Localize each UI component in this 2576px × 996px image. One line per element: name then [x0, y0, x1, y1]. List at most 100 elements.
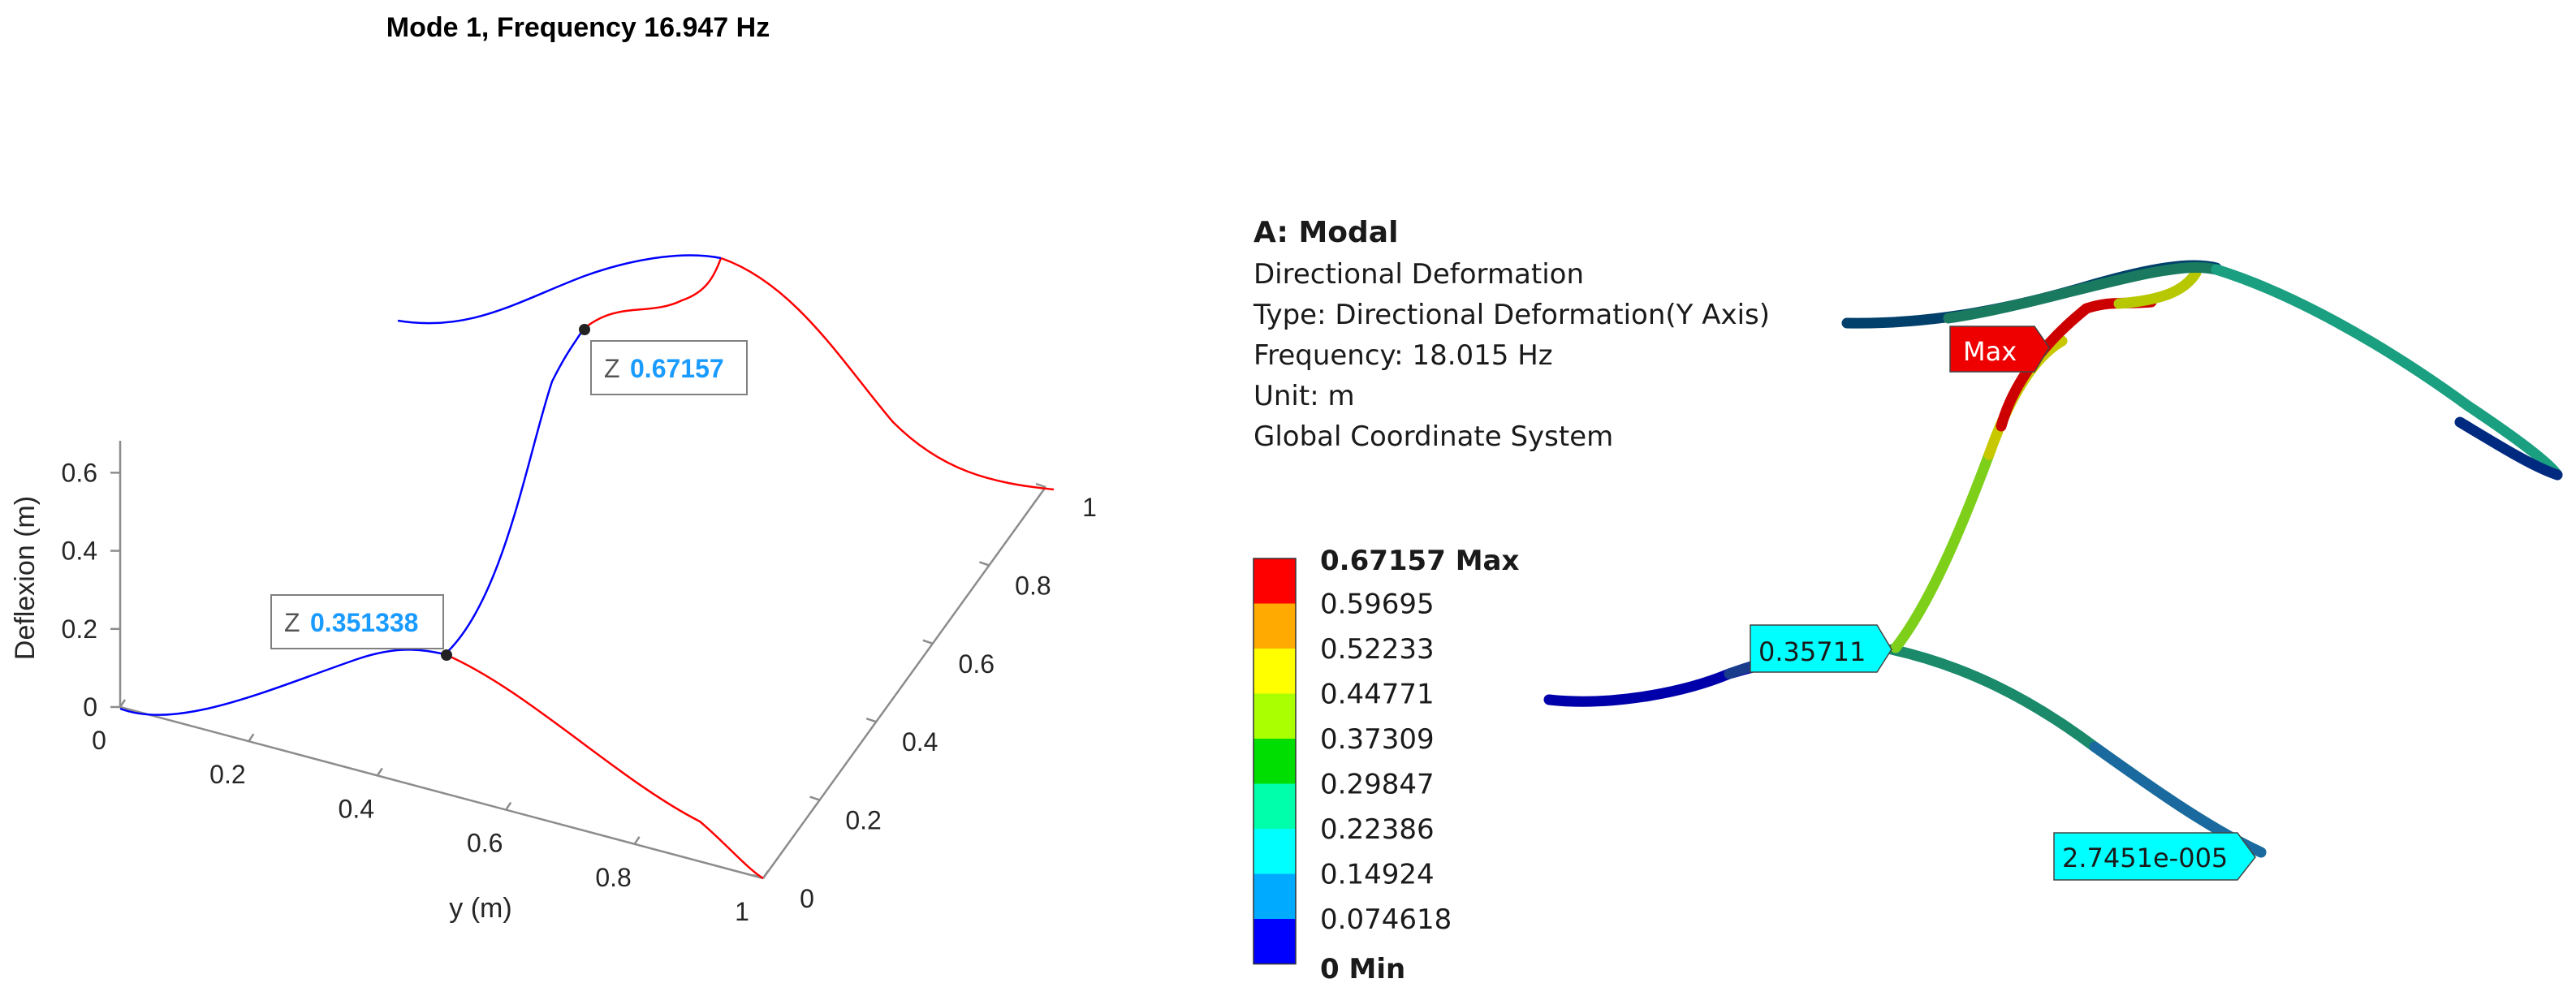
beam-upper-junction — [2113, 267, 2202, 309]
chart-title: Mode 1, Frequency 16.947 Hz — [386, 12, 770, 43]
x-tick-label: 0.8 — [1015, 571, 1051, 600]
y-tick-label: 0 — [92, 726, 106, 755]
probe-tag — [2053, 832, 2256, 881]
info-line: Frequency: 18.015 Hz — [1253, 339, 1553, 372]
beam-upper-right-end — [2454, 416, 2563, 481]
axes-box — [119, 441, 1047, 880]
legend-swatch — [1253, 919, 1296, 964]
legend-min-label: 0 Min — [1320, 953, 1405, 985]
y-tick-label: 1 — [735, 897, 749, 926]
z-tick-label: 0.2 — [62, 614, 97, 644]
y-tick-label: 0.2 — [209, 760, 245, 789]
y-tick-label: 0.6 — [467, 829, 503, 858]
x-axis-ticks: 0 0.2 0.4 0.6 0.8 1 — [753, 482, 1097, 913]
legend-level-label: 0.074618 — [1320, 903, 1452, 936]
legend-max-label: 0.67157 Max — [1320, 545, 1519, 577]
legend-level-label: 0.52233 — [1320, 633, 1435, 666]
legend-swatch — [1253, 693, 1296, 739]
x-tick — [865, 718, 877, 723]
probe-label: 0.35711 — [1758, 636, 1866, 667]
series-lower-beam-left — [119, 649, 446, 716]
x-tick — [1035, 482, 1046, 489]
probe-label: 2.7451e-005 — [2062, 843, 2228, 873]
z-tick-label: 0.6 — [62, 458, 97, 487]
series-upper-beam-left — [397, 254, 722, 325]
x-tick — [809, 796, 820, 801]
x-tick-label: 0.6 — [959, 649, 995, 679]
y-tick — [376, 767, 383, 777]
y-axis-ticks: 0 0.2 0.4 0.6 0.8 1 — [92, 699, 770, 926]
x-tick-label: 0.4 — [902, 727, 938, 757]
deformed-shape — [1543, 260, 2563, 858]
info-line: Type: Directional Deformation(Y Axis) — [1253, 299, 1770, 331]
datatip-marker — [441, 649, 452, 661]
info-line: Directional Deformation — [1253, 258, 1584, 291]
series-connecting-member — [444, 329, 585, 655]
legend-level-label: 0.14924 — [1320, 859, 1435, 891]
y-tick — [762, 870, 770, 879]
legend-swatch — [1253, 603, 1296, 649]
datatip-value: 0.67157 — [630, 354, 724, 383]
x-axis-line — [762, 486, 1047, 879]
datatip-label: Z — [284, 608, 300, 637]
result-info: Directional Deformation Type: Directiona… — [1253, 258, 1770, 453]
probe-max[interactable]: Max — [1949, 326, 2050, 373]
matlab-mode-plot: Mode 1, Frequency 16.947 Hz 0 0.2 0.4 0.6 0… — [10, 12, 1097, 926]
probe-label: Max — [1963, 336, 2017, 367]
info-line: Global Coordinate System — [1253, 420, 1613, 453]
ansys-result-plot: A: Modal Directional Deformation Type: D… — [1253, 216, 2563, 985]
datatip-junction[interactable]: Z 0.351338 — [270, 594, 452, 661]
legend-swatch — [1253, 739, 1296, 784]
legend-swatch — [1253, 649, 1296, 694]
info-line: Unit: m — [1253, 380, 1355, 412]
probe-junction[interactable]: 0.35711 — [1750, 624, 1892, 673]
legend-level-labels: 0.59695 0.52233 0.44771 0.37309 0.29847 0.223… — [1320, 589, 1452, 937]
legend-level-label: 0.29847 — [1320, 769, 1435, 801]
z-tick-label: 0.4 — [62, 537, 97, 566]
x-tick-label: 0 — [800, 884, 814, 913]
legend-level-label: 0.22386 — [1320, 813, 1435, 846]
beam-upper-left-mid — [1943, 262, 2222, 324]
datatip-max[interactable]: Z 0.67157 — [579, 324, 748, 395]
mode-shape-lines — [119, 254, 1055, 880]
legend-frame — [1253, 558, 1297, 965]
datatip-label: Z — [604, 354, 620, 383]
y-tick — [248, 733, 255, 742]
series-lower-beam-right — [444, 653, 764, 880]
beam-connector-lower — [1890, 449, 1995, 653]
result-title: A: Modal — [1253, 216, 1398, 249]
y-tick — [505, 801, 512, 811]
probe-min[interactable]: 2.7451e-005 — [2053, 832, 2256, 881]
legend-swatch — [1253, 829, 1296, 874]
z-axis-label: Deflexion (m) — [10, 496, 41, 660]
z-axis-ticks: 0 0.2 0.4 0.6 — [62, 458, 120, 722]
y-axis-label: y (m) — [449, 893, 511, 924]
x-tick-label: 1 — [1082, 493, 1097, 522]
probe-tag — [1949, 326, 2050, 373]
y-tick — [633, 836, 641, 845]
legend-labels: 0.67157 Max 0.59695 0.52233 0.44771 0.37309… — [1320, 545, 1519, 985]
legend-level-label: 0.59695 — [1320, 589, 1435, 621]
legend-level-label: 0.44771 — [1320, 679, 1435, 711]
z-tick-label: 0 — [83, 692, 97, 722]
datatip-marker — [579, 324, 590, 335]
datatip-box — [590, 340, 748, 395]
series-upper-beam-right — [720, 257, 1055, 491]
probe-tag — [1750, 624, 1892, 673]
legend-swatch — [1253, 873, 1296, 919]
y-tick — [119, 699, 127, 708]
x-tick — [979, 561, 990, 567]
datatip-box — [270, 594, 444, 649]
color-legend — [1253, 558, 1297, 965]
y-tick-label: 0.4 — [339, 794, 374, 823]
legend-level-label: 0.37309 — [1320, 723, 1435, 756]
datatip-value: 0.351338 — [310, 608, 418, 637]
legend-swatch — [1253, 558, 1296, 604]
x-tick-label: 0.2 — [845, 806, 881, 835]
y-axis-line — [119, 705, 764, 880]
y-tick-label: 0.8 — [595, 863, 631, 892]
legend-swatch — [1253, 783, 1296, 829]
series-upper-junction — [582, 257, 723, 330]
x-tick — [922, 639, 934, 645]
